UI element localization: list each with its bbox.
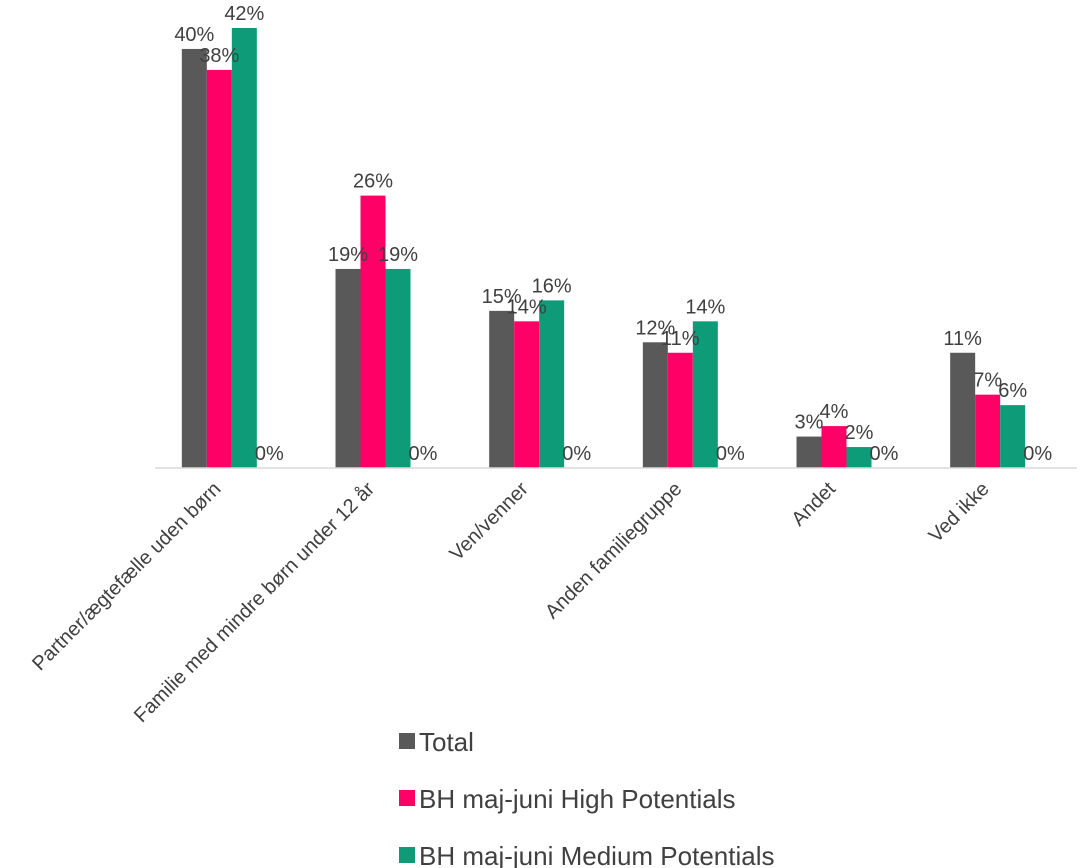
bar-0-1 — [206, 69, 232, 469]
data-label-3-1: 11% — [661, 328, 700, 350]
bar-4-0 — [796, 436, 822, 468]
data-label-1-3: 0% — [409, 443, 438, 465]
data-labels-layer: 40%38%42%0%19%26%19%0%15%14%16%0%12%11%1… — [174, 3, 1052, 465]
bar-1-1 — [360, 195, 386, 468]
data-label-2-3: 0% — [562, 443, 591, 465]
data-label-5-1: 7% — [973, 370, 1002, 392]
data-label-0-3: 0% — [255, 443, 284, 465]
data-label-2-1: 14% — [507, 296, 547, 318]
legend-swatch-2 — [399, 847, 415, 863]
data-label-1-0: 19% — [328, 244, 368, 266]
data-label-3-0: 12% — [635, 317, 675, 339]
legend-swatch-0 — [399, 733, 415, 749]
data-label-0-0: 40% — [174, 24, 214, 46]
legend-label-1: BH maj-juni High Potentials — [419, 784, 735, 814]
bar-0-2 — [231, 28, 257, 468]
bar-5-1 — [975, 394, 1001, 468]
data-label-3-3: 0% — [716, 443, 745, 465]
bar-3-2 — [692, 321, 718, 468]
data-label-2-2: 16% — [532, 275, 572, 297]
legend-label-0: Total — [419, 727, 474, 757]
data-label-0-2: 42% — [224, 3, 264, 25]
bar-3-1 — [667, 352, 693, 468]
data-label-4-3: 0% — [870, 443, 899, 465]
x-tick-label-1: Familie med mindre børn under 12 år — [130, 478, 379, 727]
data-label-2-0: 15% — [482, 286, 522, 308]
bar-4-1 — [821, 426, 847, 468]
data-label-5-0: 11% — [943, 328, 982, 350]
legend: Total BH maj-juni High Potentials BH maj-j… — [399, 727, 774, 868]
bar-1-2 — [385, 268, 411, 468]
data-label-5-3: 0% — [1023, 443, 1052, 465]
data-label-0-1: 38% — [199, 45, 239, 67]
bar-5-0 — [950, 352, 976, 468]
bar-4-2 — [846, 447, 872, 468]
data-label-5-2: 6% — [998, 380, 1027, 402]
legend-swatch-1 — [399, 790, 415, 806]
x-tick-label-3: Anden familiegruppe — [541, 478, 686, 623]
bar-2-1 — [514, 321, 540, 468]
bar-3-0 — [642, 342, 668, 468]
bar-2-0 — [489, 310, 515, 468]
x-tick-label-5: Ved ikke — [925, 478, 994, 547]
data-label-4-0: 3% — [795, 412, 824, 434]
bar-2-2 — [539, 300, 565, 468]
legend-label-2: BH maj-juni Medium Potentials — [419, 841, 774, 868]
x-tick-label-2: Ven/venner — [446, 478, 533, 565]
bar-1-0 — [335, 268, 361, 468]
bars-layer — [181, 28, 1026, 469]
data-label-1-1: 26% — [353, 171, 393, 193]
data-label-1-2: 19% — [378, 244, 418, 266]
data-label-4-1: 4% — [820, 401, 849, 423]
bar-5-2 — [1000, 405, 1026, 468]
data-label-4-2: 2% — [845, 422, 874, 444]
bar-0-0 — [181, 48, 207, 468]
data-label-3-2: 14% — [685, 296, 725, 318]
x-tick-label-4: Andet — [788, 478, 841, 531]
